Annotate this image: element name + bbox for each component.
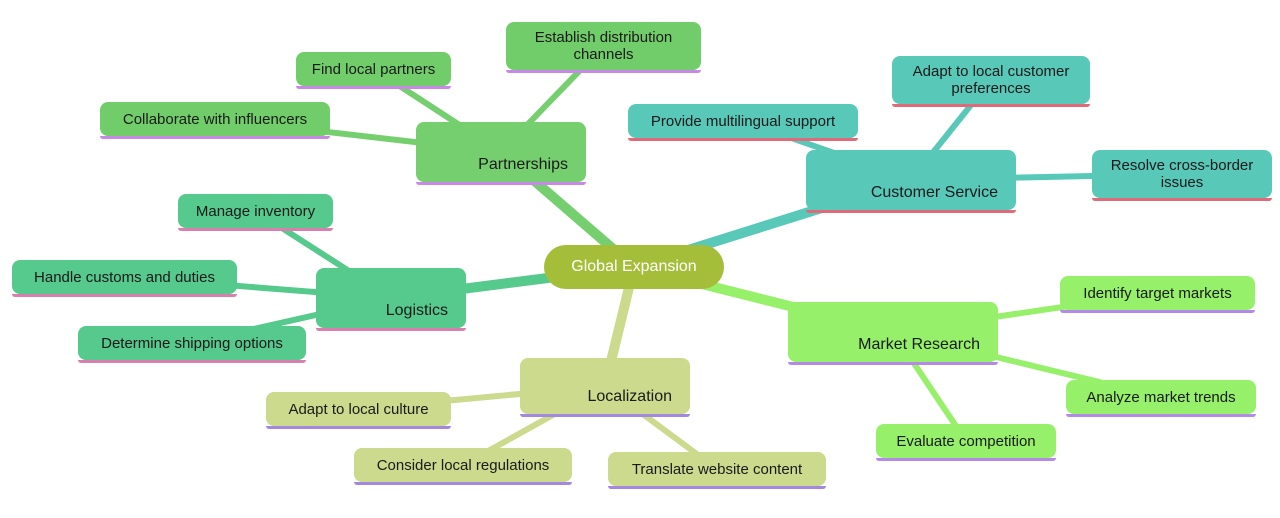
leaf-localization-1-label: Consider local regulations — [377, 457, 550, 474]
leaf-localization-0-label: Adapt to local culture — [288, 401, 428, 418]
leaf-partnerships-2-label: Collaborate with influencers — [123, 111, 307, 128]
leaf-customer_service-0: Provide multilingual support — [628, 104, 858, 138]
leaf-market_research-2-label: Evaluate competition — [896, 433, 1035, 450]
leaf-logistics-0: Manage inventory — [178, 194, 333, 228]
branch-logistics-label: Logistics — [386, 302, 448, 320]
branch-customer_service: Customer Service — [806, 150, 1016, 210]
leaf-partnerships-0-underline — [296, 86, 451, 89]
leaf-partnerships-0: Find local partners — [296, 52, 451, 86]
branch-partnerships-label: Partnerships — [478, 156, 568, 174]
branch-logistics-underline — [316, 328, 466, 331]
leaf-localization-0-underline — [266, 426, 451, 429]
leaf-localization-1-underline — [354, 482, 572, 485]
leaf-localization-2-label: Translate website content — [632, 461, 802, 478]
leaf-localization-2: Translate website content — [608, 452, 826, 486]
branch-localization-label: Localization — [588, 388, 673, 406]
leaf-partnerships-2-underline — [100, 136, 330, 139]
leaf-logistics-2-label: Determine shipping options — [101, 335, 283, 352]
leaf-localization-2-underline — [608, 486, 826, 489]
leaf-logistics-1: Handle customs and duties — [12, 260, 237, 294]
root-node-label: Global Expansion — [571, 258, 696, 276]
branch-partnerships: Partnerships — [416, 122, 586, 182]
leaf-localization-0: Adapt to local culture — [266, 392, 451, 426]
branch-customer_service-underline — [806, 210, 1016, 213]
branch-localization: Localization — [520, 358, 690, 414]
leaf-partnerships-1-underline — [506, 70, 701, 73]
leaf-market_research-0-underline — [1060, 310, 1255, 313]
leaf-market_research-2: Evaluate competition — [876, 424, 1056, 458]
leaf-customer_service-1-underline — [892, 104, 1090, 107]
leaf-customer_service-2-underline — [1092, 198, 1272, 201]
leaf-logistics-1-underline — [12, 294, 237, 297]
leaf-customer_service-1-label: Adapt to local customer preferences — [913, 63, 1070, 97]
leaf-market_research-0: Identify target markets — [1060, 276, 1255, 310]
branch-customer_service-label: Customer Service — [871, 184, 998, 202]
leaf-logistics-0-label: Manage inventory — [196, 203, 315, 220]
leaf-partnerships-1-label: Establish distribution channels — [535, 29, 673, 63]
branch-market_research-underline — [788, 362, 998, 365]
leaf-market_research-2-underline — [876, 458, 1056, 461]
leaf-market_research-1-underline — [1066, 414, 1256, 417]
leaf-logistics-1-label: Handle customs and duties — [34, 269, 215, 286]
branch-market_research: Market Research — [788, 302, 998, 362]
leaf-partnerships-2: Collaborate with influencers — [100, 102, 330, 136]
leaf-customer_service-2: Resolve cross-border issues — [1092, 150, 1272, 198]
leaf-logistics-2: Determine shipping options — [78, 326, 306, 360]
branch-localization-underline — [520, 414, 690, 417]
leaf-market_research-1: Analyze market trends — [1066, 380, 1256, 414]
leaf-customer_service-1: Adapt to local customer preferences — [892, 56, 1090, 104]
branch-market_research-label: Market Research — [858, 336, 980, 354]
leaf-customer_service-2-label: Resolve cross-border issues — [1111, 157, 1254, 191]
leaf-customer_service-0-label: Provide multilingual support — [651, 113, 835, 130]
leaf-customer_service-0-underline — [628, 138, 858, 141]
root-node: Global Expansion — [544, 245, 724, 289]
branch-partnerships-underline — [416, 182, 586, 185]
leaf-logistics-2-underline — [78, 360, 306, 363]
leaf-localization-1: Consider local regulations — [354, 448, 572, 482]
leaf-market_research-0-label: Identify target markets — [1083, 285, 1231, 302]
leaf-market_research-1-label: Analyze market trends — [1086, 389, 1235, 406]
leaf-partnerships-0-label: Find local partners — [312, 61, 435, 78]
leaf-logistics-0-underline — [178, 228, 333, 231]
branch-logistics: Logistics — [316, 268, 466, 328]
leaf-partnerships-1: Establish distribution channels — [506, 22, 701, 70]
